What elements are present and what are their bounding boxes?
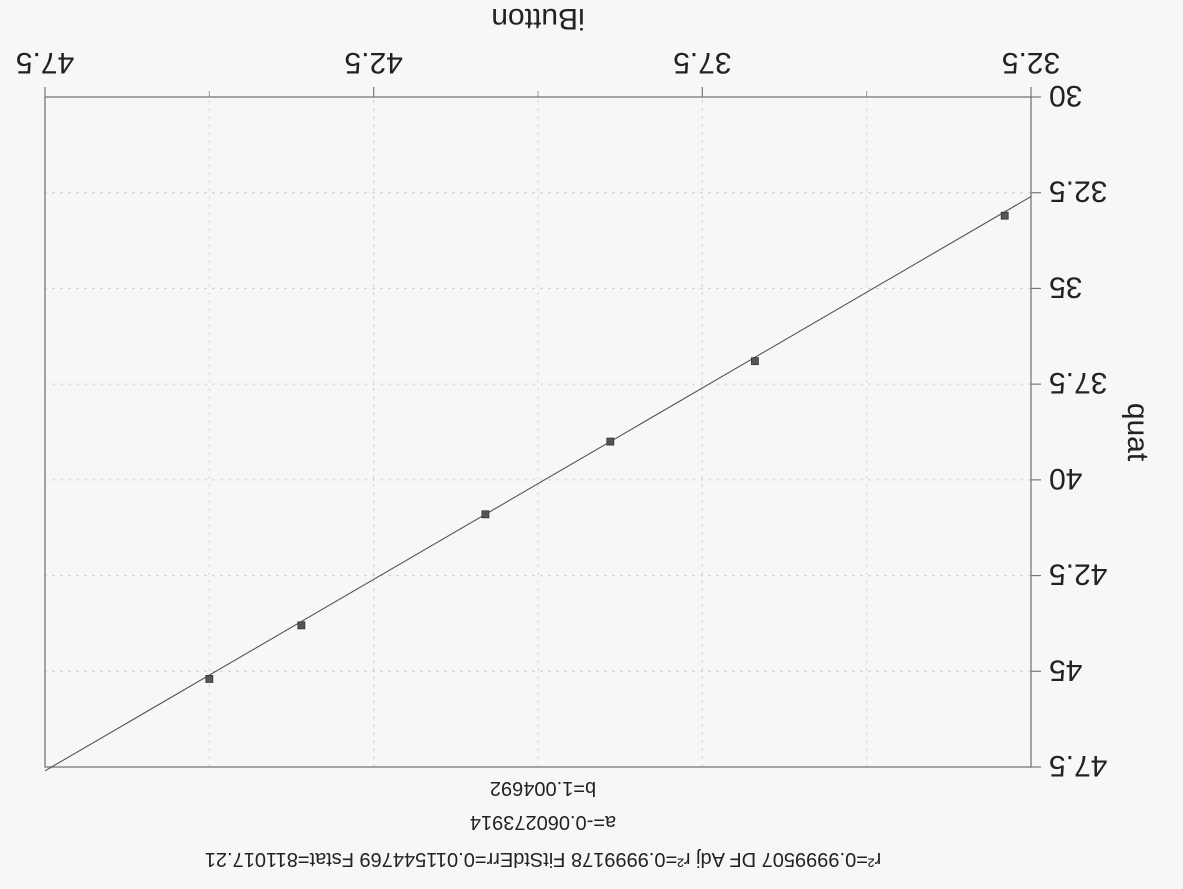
- y-tick-label: 42.5: [1049, 558, 1107, 591]
- x-tick-label: 47.5: [16, 46, 74, 79]
- data-point: [481, 510, 490, 519]
- y-tick-label: 32.5: [1049, 175, 1107, 208]
- y-tick-label: 40: [1049, 462, 1082, 495]
- y-tick-label: 45: [1049, 653, 1082, 686]
- y-tick-label: 30: [1049, 79, 1082, 112]
- y-tick-label: 37.5: [1049, 366, 1107, 399]
- y-tick-label: 47.5: [1049, 749, 1107, 782]
- x-axis-ticks: 32.5 37.5 42.5 47.5: [16, 46, 1060, 97]
- data-point: [606, 437, 615, 446]
- x-tick-label: 42.5: [344, 46, 402, 79]
- grid: [45, 97, 1031, 767]
- x-axis-label: iButton: [491, 2, 584, 35]
- data-point: [297, 621, 306, 630]
- data-point: [1000, 211, 1009, 220]
- data-point: [205, 675, 214, 683]
- data-point: [751, 357, 759, 366]
- fit-param-b: b=1.004692: [490, 777, 596, 799]
- y-tick-label: 35: [1049, 270, 1082, 303]
- x-tick-label: 32.5: [1002, 46, 1060, 79]
- x-tick-label: 37.5: [673, 46, 731, 79]
- y-axis-label: quat: [1121, 403, 1154, 462]
- fit-summary: r²=0.9999507 DF Adj r²=0.9999178 FitStdE…: [205, 848, 881, 870]
- fit-param-a: a=-0.060273914: [470, 811, 616, 833]
- data-points: [205, 211, 1009, 683]
- y-axis-ticks: 30 32.5 35 37.5 40 42.5 45 47.5: [1031, 79, 1107, 782]
